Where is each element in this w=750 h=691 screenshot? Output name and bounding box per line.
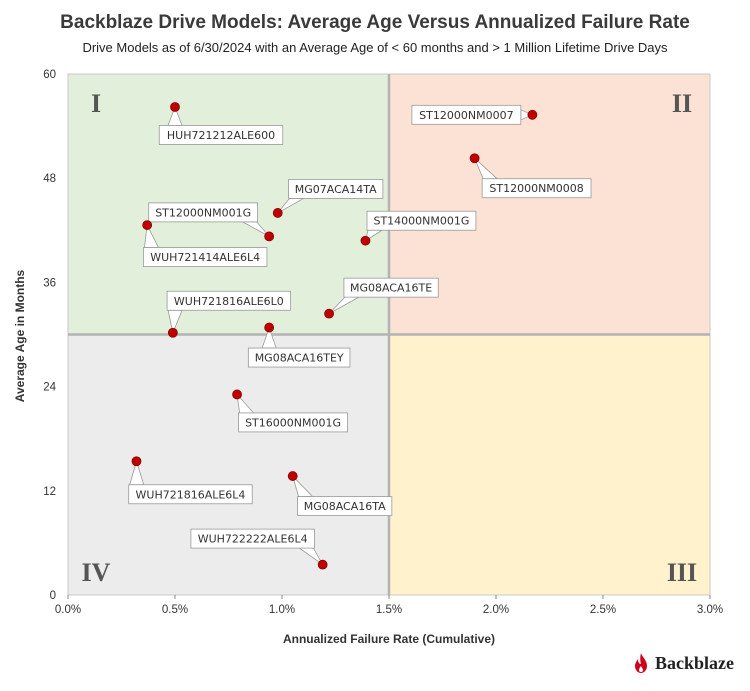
x-tick-label: 1.5% [376, 604, 402, 616]
data-point [287, 471, 298, 481]
x-tick-label: 0.0% [55, 604, 81, 616]
data-point [527, 109, 538, 120]
data-point-group: HUH721212ALE600 [158, 102, 284, 145]
data-point-group: ST12000NM001G [148, 202, 275, 242]
callout-box [166, 290, 292, 311]
callout-box [411, 104, 522, 125]
point-label: WUH722222ALE6L4 [198, 533, 308, 546]
callout-box [247, 347, 351, 368]
data-point-group: MG08ACA16TE [324, 277, 439, 319]
point-label: MG07ACA14TA [295, 183, 377, 196]
x-tick-label: 2.0% [483, 604, 509, 616]
callout-box [158, 125, 284, 145]
quadrant-IV-background [68, 334, 389, 595]
data-point [170, 102, 180, 112]
point-label: ST12000NM0008 [489, 182, 583, 195]
y-tick-label: 48 [43, 173, 56, 185]
brand-name: Backblaze [655, 652, 734, 673]
data-point [469, 153, 480, 164]
point-label: WUH721816ALE6L4 [136, 488, 246, 501]
point-label: MG08ACA16TA [304, 500, 386, 513]
chart-subtitle: Drive Models as of 6/30/2024 with an Ave… [82, 40, 668, 55]
point-label: WUH721414ALE6L4 [150, 251, 260, 264]
data-point [360, 235, 371, 246]
data-point [167, 327, 178, 338]
data-point-group: MG08ACA16TEY [247, 322, 351, 368]
y-axis-label: Average Age in Months [13, 269, 27, 402]
brand-logo: Backblaze [633, 652, 734, 674]
data-point [232, 389, 242, 400]
quadrant-label-I: I [91, 89, 101, 118]
y-tick-label: 24 [43, 382, 56, 394]
data-point [142, 220, 153, 230]
callout-box [128, 484, 253, 505]
callout-box [143, 247, 268, 267]
chart-title: Backblaze Drive Models: Average Age Vers… [60, 12, 690, 33]
data-point-group: ST12000NM0007 [411, 104, 538, 125]
y-tick-label: 12 [43, 486, 56, 498]
data-point-group: MG07ACA14TA [272, 179, 384, 218]
data-point [264, 322, 275, 333]
callout-box [343, 277, 439, 298]
data-point [272, 208, 283, 218]
point-label: HUH721212ALE600 [167, 129, 275, 142]
data-point-group: ST12000NM0008 [469, 153, 592, 199]
callout-box [481, 178, 592, 199]
y-tick-label: 60 [43, 69, 56, 81]
data-point [324, 308, 334, 319]
data-point-group: WUH721816ALE6L0 [166, 290, 292, 338]
y-tick-label: 36 [43, 277, 56, 289]
quadrant-label-II: II [672, 89, 692, 118]
callout-box [297, 496, 393, 516]
callout-box [148, 202, 259, 223]
data-point [131, 456, 142, 467]
quadrant-label-III: III [667, 558, 697, 587]
flame-icon [635, 653, 647, 673]
x-axis-label: Annualized Failure Rate (Cumulative) [283, 632, 495, 646]
x-tick-label: 2.5% [590, 604, 616, 616]
y-tick-label: 0 [50, 590, 56, 602]
point-label: ST12000NM0007 [419, 109, 513, 122]
callout-box [366, 210, 477, 231]
data-point-group: MG08ACA16TA [287, 471, 393, 516]
x-tick-label: 0.5% [162, 604, 188, 616]
data-point-group: WUH722222ALE6L4 [190, 528, 328, 570]
point-label: WUH721816ALE6L0 [174, 295, 284, 308]
callout-box [190, 528, 315, 549]
x-tick-label: 1.0% [269, 604, 295, 616]
point-label: ST16000NM001G [245, 416, 341, 429]
callout-box [288, 179, 384, 199]
data-point-group: ST14000NM001G [360, 210, 477, 246]
x-tick-label: 3.0% [697, 604, 723, 616]
quadrant-label-IV: IV [82, 558, 111, 587]
data-point-group: ST16000NM001G [232, 389, 348, 433]
data-point [264, 231, 275, 242]
data-point [317, 559, 328, 570]
point-label: MG08ACA16TE [350, 282, 432, 295]
data-point-group: WUH721414ALE6L4 [142, 220, 268, 267]
data-point-group: WUH721816ALE6L4 [128, 456, 253, 505]
point-label: ST14000NM001G [373, 215, 469, 228]
callout-box [238, 412, 348, 433]
point-label: MG08ACA16TEY [255, 352, 344, 365]
point-label: ST12000NM001G [155, 206, 251, 219]
quadrant-III-background [389, 334, 710, 595]
